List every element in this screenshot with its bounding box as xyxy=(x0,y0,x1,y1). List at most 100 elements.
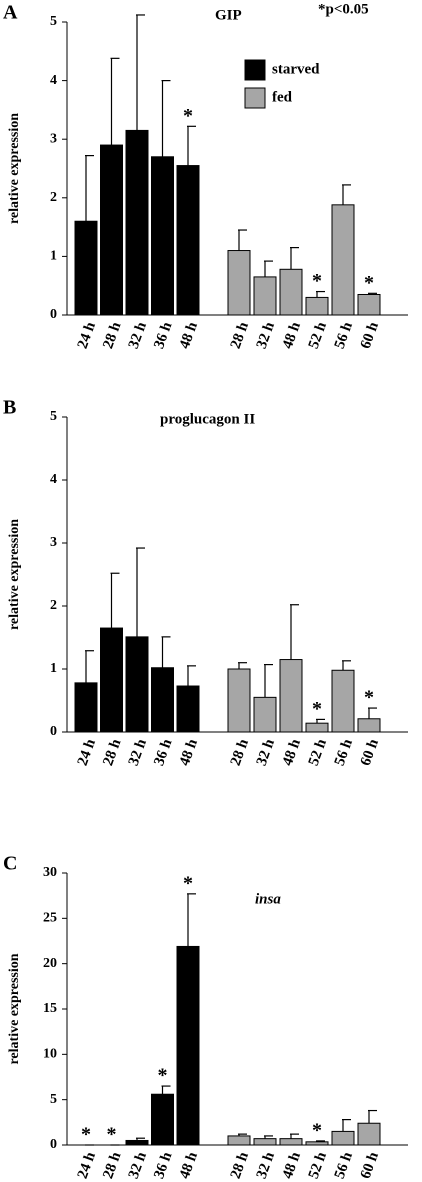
bar xyxy=(331,204,355,316)
bar xyxy=(253,276,277,316)
x-tick-label: 36 h xyxy=(151,736,176,768)
bar xyxy=(331,669,355,733)
x-tick-label: 28 h xyxy=(228,1149,253,1181)
bar xyxy=(100,627,123,733)
y-tick-label: 1 xyxy=(50,661,57,676)
x-tick-label: 52 h xyxy=(306,1149,331,1181)
legend-swatch xyxy=(244,59,266,81)
significance-mark: * xyxy=(81,1124,91,1146)
significance-mark: * xyxy=(364,272,374,294)
chart-title: proglucagon II xyxy=(160,411,255,427)
x-tick-label: 60 h xyxy=(358,319,383,351)
y-tick-label: 10 xyxy=(43,1047,57,1062)
significance-mark: * xyxy=(183,105,193,127)
bar xyxy=(279,659,303,733)
x-tick-label: 56 h xyxy=(332,319,357,351)
significance-mark: * xyxy=(183,872,193,894)
bar xyxy=(74,220,98,316)
bar xyxy=(305,296,329,316)
bar xyxy=(151,667,174,733)
x-tick-label: 52 h xyxy=(306,736,331,768)
legend-label: starved xyxy=(272,61,320,77)
x-tick-label: 52 h xyxy=(306,319,331,351)
y-axis-label: relative expression xyxy=(7,519,22,630)
x-tick-label: 48 h xyxy=(280,319,305,351)
y-tick-label: 5 xyxy=(50,14,57,29)
bar xyxy=(357,718,381,733)
y-tick-label: 3 xyxy=(50,535,57,550)
bar xyxy=(227,1135,251,1146)
y-tick-label: 2 xyxy=(50,190,57,205)
y-tick-label: 0 xyxy=(50,307,57,322)
legend-swatch xyxy=(244,87,266,109)
significance-mark: * xyxy=(312,270,322,292)
x-tick-label: 56 h xyxy=(332,736,357,768)
chart-title: GIP xyxy=(215,7,242,23)
x-tick-label: 28 h xyxy=(228,736,253,768)
bar xyxy=(176,945,200,1146)
y-tick-label: 0 xyxy=(50,1137,57,1152)
y-tick-label: 1 xyxy=(50,249,57,264)
significance-mark: * xyxy=(364,687,374,709)
significance-mark: * xyxy=(312,1120,322,1142)
bar xyxy=(331,1130,355,1146)
bar xyxy=(305,1141,329,1146)
bar xyxy=(125,1139,149,1146)
x-tick-label: 24 h xyxy=(75,1149,100,1181)
y-tick-label: 3 xyxy=(50,131,57,146)
bar xyxy=(357,293,381,316)
panel-letter: B xyxy=(3,397,16,419)
bar xyxy=(305,722,329,733)
panel-letter: A xyxy=(3,2,18,24)
x-tick-label: 48 h xyxy=(177,319,202,351)
bar xyxy=(253,1138,277,1146)
bar xyxy=(279,268,303,316)
x-tick-label: 48 h xyxy=(177,1149,202,1181)
bar xyxy=(253,696,277,733)
y-tick-label: 25 xyxy=(43,911,57,926)
y-tick-label: 30 xyxy=(43,865,57,880)
chart-title: insa xyxy=(255,891,281,907)
bar xyxy=(151,156,174,316)
bar xyxy=(227,668,251,733)
y-tick-label: 5 xyxy=(50,409,57,424)
significance-mark: * xyxy=(312,698,322,720)
x-tick-label: 32 h xyxy=(254,1149,279,1181)
panel-letter: C xyxy=(3,853,17,875)
x-tick-label: 28 h xyxy=(100,319,125,351)
bar xyxy=(74,682,98,733)
x-tick-label: 28 h xyxy=(100,736,125,768)
bar xyxy=(151,1093,174,1146)
x-tick-label: 56 h xyxy=(332,1149,357,1181)
y-tick-label: 15 xyxy=(43,1001,57,1016)
x-tick-label: 32 h xyxy=(126,319,151,351)
y-tick-label: 2 xyxy=(50,598,57,613)
bar xyxy=(176,165,200,316)
bar xyxy=(176,685,200,733)
x-tick-label: 24 h xyxy=(75,319,100,351)
y-tick-label: 4 xyxy=(50,472,57,487)
x-tick-label: 28 h xyxy=(100,1149,125,1181)
bar xyxy=(100,144,123,316)
x-tick-label: 48 h xyxy=(280,1149,305,1181)
x-tick-label: 36 h xyxy=(151,319,176,351)
y-tick-label: 0 xyxy=(50,724,57,739)
bar xyxy=(357,1122,381,1146)
x-tick-label: 32 h xyxy=(254,736,279,768)
x-tick-label: 32 h xyxy=(254,319,279,351)
y-axis-label: relative expression xyxy=(7,953,22,1064)
significance-mark: * xyxy=(107,1124,117,1146)
bar xyxy=(125,636,149,733)
x-tick-label: 32 h xyxy=(126,1149,151,1181)
bar xyxy=(125,129,149,316)
x-tick-label: 60 h xyxy=(358,1149,383,1181)
y-axis-label: relative expression xyxy=(7,113,22,224)
y-tick-label: 20 xyxy=(43,956,57,971)
x-tick-label: 36 h xyxy=(151,1149,176,1181)
y-tick-label: 4 xyxy=(50,73,57,88)
y-tick-label: 5 xyxy=(50,1092,57,1107)
x-tick-label: 28 h xyxy=(228,319,253,351)
x-tick-label: 32 h xyxy=(126,736,151,768)
x-tick-label: 48 h xyxy=(280,736,305,768)
